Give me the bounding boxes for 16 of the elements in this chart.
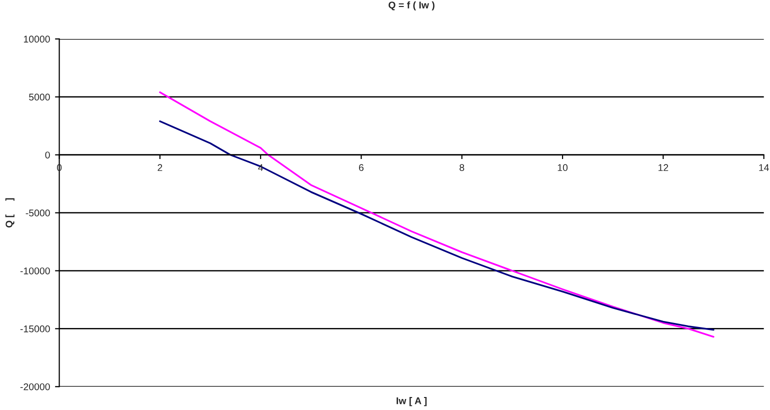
y-tick-label: -10000 <box>20 267 50 274</box>
y-tick-label: 10000 <box>24 36 50 43</box>
x-tick-label: 6 <box>359 164 364 172</box>
x-tick-label: 12 <box>658 164 668 171</box>
y-tick-label: 0 <box>45 152 50 158</box>
y-tick-label: -5000 <box>26 210 50 216</box>
x-tick-label: 14 <box>759 164 769 171</box>
y-axis-title: Q [ ] <box>5 198 14 228</box>
chart-title: Q = f ( Iw ) <box>388 1 434 10</box>
x-tick-label: 10 <box>558 164 568 172</box>
x-tick-label: 2 <box>158 164 162 171</box>
y-tick-label: 5000 <box>29 94 50 101</box>
x-tick-label: 8 <box>460 164 464 172</box>
y-tick-label: -20000 <box>20 383 50 390</box>
y-tick-label: -15000 <box>20 325 50 332</box>
x-axis-title: Iw [ A ] <box>396 397 427 406</box>
